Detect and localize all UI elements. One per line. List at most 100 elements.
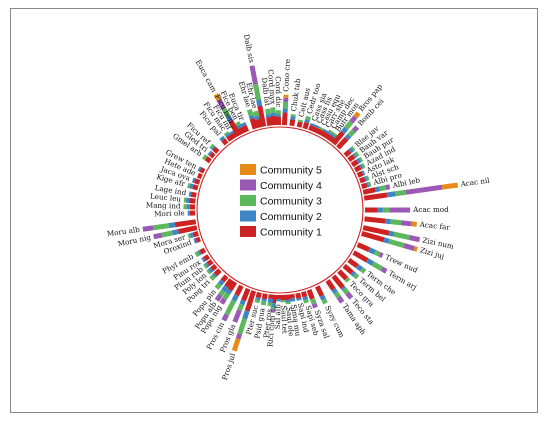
bar-segment-29-2: [214, 282, 222, 290]
bar-segment-78-1: [359, 163, 364, 170]
bar-segment-24-0: [244, 290, 257, 312]
bar-segment-64-1: [290, 116, 296, 120]
bar-segment-0-2: [395, 189, 407, 197]
bar-segment-38-2: [152, 223, 170, 231]
bar-segment-38-0: [174, 219, 197, 228]
bar-segment-8-0: [342, 263, 354, 275]
bar-segment-54-2: [234, 121, 241, 127]
bar-segment-78-0: [353, 164, 362, 173]
bar-segment-6-3: [380, 266, 388, 274]
bar-segment-14-1: [302, 296, 309, 301]
bar-segment-61-2: [270, 107, 276, 113]
bar-segment-26-1: [231, 293, 239, 302]
bar-segment-72-2: [332, 132, 338, 137]
bar-segment-39-1: [187, 210, 190, 216]
bar-segment-24-3: [235, 333, 243, 340]
bar-segment-52-1: [228, 130, 235, 135]
bar-segment-7-0: [347, 257, 359, 269]
category-label: Saul tet: [279, 305, 289, 334]
bar-segment-59-2: [253, 83, 262, 101]
bar-segment-13-3: [311, 302, 318, 309]
bar-segment-11-1: [331, 287, 338, 295]
bar-segment-24-1: [242, 310, 250, 320]
bar-segment-34-1: [197, 250, 202, 256]
bar-segment-11-3: [336, 295, 345, 304]
bar-segment-44-0: [193, 178, 201, 185]
bar-segment-82-1: [374, 186, 381, 193]
bar-segment-33-0: [202, 254, 211, 262]
category-label: Dalb sis: [242, 33, 256, 63]
category-label: Euca cam: [194, 58, 219, 94]
bar-segment-37-3: [153, 232, 163, 240]
bar-segment-14-2: [303, 299, 310, 304]
bar-segment-4-3: [403, 243, 415, 251]
bar-segment-75-0: [343, 149, 352, 158]
bar-segment-5-1: [368, 247, 376, 255]
bar-segment-72-1: [331, 133, 337, 139]
bar-segment-33-1: [201, 257, 206, 263]
bar-segment-0-1: [386, 191, 396, 198]
bar-segment-47-0: [204, 156, 212, 164]
bar-segment-56-3: [216, 98, 227, 111]
category-label: Dalb lat: [260, 77, 272, 107]
bar-segment-74-2: [347, 129, 356, 138]
bar-segment-1-0: [364, 207, 378, 213]
bar-segment-21-0: [261, 293, 268, 300]
bar-segment-6-1: [366, 258, 374, 266]
bar-segment-25-1: [239, 299, 246, 306]
category-label: Sima mu: [289, 304, 302, 337]
bar-segment-73-3: [349, 115, 358, 124]
bar-segment-75-1: [348, 147, 354, 154]
bar-segment-61-1: [270, 112, 276, 116]
category-label: Rici com: [265, 315, 276, 347]
bar-segment-40-2: [183, 204, 187, 210]
bar-segment-58-1: [254, 115, 260, 120]
bar-segment-42-1: [188, 191, 192, 197]
bar-segment-27-1: [225, 288, 233, 295]
category-label: Saul ole: [285, 307, 297, 337]
legend-entry: Community 3: [260, 196, 322, 208]
bar-segment-0-0: [363, 192, 388, 201]
bar-segment-73-1: [340, 126, 348, 135]
bar-segment-30-1: [212, 272, 218, 278]
bar-segment-64-2: [290, 114, 296, 117]
bar-segment-31-0: [210, 263, 218, 272]
bar-segment-43-1: [189, 183, 194, 190]
bar-segment-63-0: [281, 112, 288, 126]
bar-segment-69-2: [318, 126, 325, 131]
bar-segment-7-1: [355, 264, 363, 272]
bar-segment-59-3: [249, 65, 259, 85]
bar-segment-67-1: [310, 122, 316, 127]
bar-segment-58-0: [254, 118, 262, 129]
bar-segment-35-1: [193, 238, 198, 244]
bar-segment-19-0: [275, 294, 282, 300]
bar-segment-63-2: [282, 101, 289, 109]
bar-segment-3-1: [388, 230, 395, 237]
bar-segment-44-1: [191, 177, 196, 183]
bar-segment-2-1: [385, 218, 391, 225]
bar-segment-39-0: [189, 210, 196, 216]
bar-segment-57-0: [249, 117, 258, 130]
bar-segment-10-3: [345, 291, 354, 300]
bar-segment-24-4: [231, 338, 241, 352]
bar-segment-6-2: [371, 261, 384, 271]
bar-segment-40-1: [186, 204, 190, 210]
bar-segment-20-3: [270, 309, 276, 313]
bar-segment-17-2: [285, 301, 291, 305]
bar-segment-23-2: [254, 299, 261, 304]
bar-segment-75-2: [350, 146, 356, 152]
bar-segment-31-2: [206, 269, 212, 275]
bar-segment-10-2: [342, 287, 350, 295]
bar-segment-9-0: [337, 269, 349, 281]
bar-segment-81-1: [366, 182, 370, 188]
bar-segment-20-2: [270, 307, 276, 310]
bar-segment-1-2: [382, 207, 390, 213]
bar-segment-37-2: [161, 230, 173, 238]
bar-segment-18-0: [280, 294, 286, 301]
legend-entry: Community 1: [260, 227, 322, 239]
bar-segment-34-2: [194, 251, 200, 258]
bar-segment-60-1: [265, 113, 272, 118]
bar-segment-40-0: [189, 204, 196, 210]
bar-segment-73-2: [344, 120, 354, 131]
